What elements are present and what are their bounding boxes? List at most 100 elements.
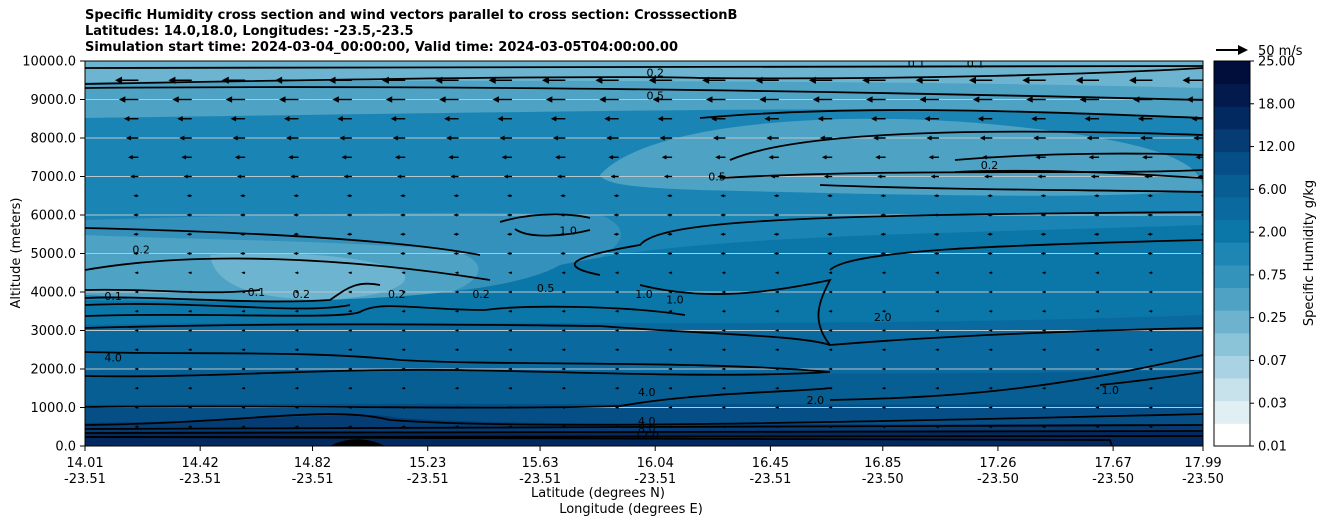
- y-tick-label: 3000.0: [31, 324, 77, 339]
- wind-vector-head: [770, 174, 775, 179]
- wind-vector-head: [666, 194, 671, 198]
- x-tick-label-lon: -23.51: [519, 472, 561, 487]
- wind-vector-head: [721, 329, 725, 332]
- wind-vector-head: [1147, 213, 1151, 217]
- wind-vector-head: [347, 271, 352, 275]
- contour-label: 0.2: [388, 288, 406, 301]
- x-axis-label-longitude: Longitude (degrees E): [559, 502, 703, 517]
- contour-label: 4.0: [104, 351, 122, 364]
- colorbar-tick-label: 0.07: [1258, 354, 1287, 369]
- wind-vector-head: [232, 135, 238, 141]
- wind-vector-head: [186, 194, 191, 198]
- wind-vector-head: [666, 232, 671, 236]
- wind-vector-head: [1041, 290, 1046, 294]
- wind-vector-head: [935, 386, 939, 390]
- wind-vector-head: [187, 386, 192, 390]
- wind-vector-head: [390, 116, 397, 122]
- wind-vector-head: [604, 116, 610, 122]
- wind-vector-head: [1040, 251, 1045, 256]
- plot-area: 0.20.50.1 0.10.50.21.00.20.1 0.1 0.2 0.2 0.2 0…: [75, 58, 1203, 446]
- humidity-fill-band: [210, 253, 406, 300]
- wind-vector-head: [123, 116, 130, 122]
- wind-vector-head: [454, 309, 459, 313]
- colorbar-frame: [1213, 60, 1251, 447]
- wind-vector-head: [606, 135, 612, 141]
- wind-vector-head: [827, 213, 831, 217]
- colorbar-band: [1214, 196, 1250, 221]
- x-tick-label-lon: -23.51: [64, 472, 106, 487]
- wind-vector-head: [293, 194, 297, 198]
- wind-vector-head: [561, 309, 565, 313]
- wind-vector-head: [1022, 76, 1030, 84]
- wind-vector-head: [75, 155, 80, 159]
- wind-vector-head: [444, 116, 450, 122]
- wind-vector-head: [241, 271, 245, 275]
- wind-vector-head: [454, 367, 459, 371]
- y-tick-label: 2000.0: [31, 363, 77, 378]
- wind-vector-head: [168, 76, 176, 84]
- wind-vector-head: [774, 290, 779, 294]
- wind-vector-head: [561, 406, 565, 409]
- wind-vector-head: [705, 96, 713, 103]
- wind-vector-head: [924, 116, 930, 122]
- wind-vector-head: [118, 96, 126, 103]
- wind-vector-head: [454, 348, 459, 352]
- contour-label: 0.2: [646, 67, 664, 80]
- wind-vector-head: [614, 329, 619, 332]
- wind-vector-head: [448, 155, 453, 160]
- wind-vector-head: [241, 386, 245, 390]
- wind-vector-head: [241, 309, 245, 313]
- wind-vector-head: [81, 271, 84, 274]
- contour-label: 1.0: [666, 294, 684, 307]
- y-axis-label: Altitude (meters): [9, 198, 24, 309]
- wind-vector-head: [346, 232, 351, 236]
- wind-vector-head: [561, 367, 565, 371]
- contour-label: 0.2: [472, 288, 490, 301]
- wind-vector-head: [823, 174, 829, 179]
- wind-vector-head: [713, 135, 719, 141]
- wind-vector-head: [293, 213, 297, 217]
- wind-vector-head: [773, 251, 778, 256]
- wind-vector-head: [179, 135, 185, 141]
- contour-label: 0.2: [132, 244, 150, 257]
- wind-vector-head: [773, 232, 778, 236]
- colorbar-band: [1214, 423, 1250, 447]
- wind-vector-head: [774, 425, 779, 429]
- wind-vector-head: [988, 367, 992, 371]
- wind-vector-head: [663, 174, 669, 179]
- wind-vector-head: [668, 271, 672, 275]
- wind-vector-head: [666, 213, 671, 217]
- wind-vector-head: [613, 232, 618, 236]
- x-tick-label-lon: -23.50: [1092, 472, 1134, 487]
- wind-vector-head: [930, 174, 935, 179]
- wind-vector-head: [133, 194, 137, 198]
- wind-vector-head: [401, 367, 405, 371]
- colorbar-tick-label: 2.00: [1258, 226, 1287, 241]
- wind-vector-head: [550, 116, 557, 122]
- wind-vector-head: [972, 96, 980, 103]
- wind-key: 50 m/s: [1216, 44, 1303, 59]
- y-tick-label: 9000.0: [31, 93, 77, 108]
- contour-label: 2.0: [874, 311, 892, 324]
- x-tick-label-lon: -23.51: [634, 472, 676, 487]
- wind-vector-head: [454, 290, 459, 294]
- wind-vector-head: [877, 174, 882, 179]
- wind-vector-head: [81, 348, 84, 351]
- wind-vector-head: [454, 386, 459, 390]
- wind-vector-head: [774, 386, 779, 390]
- wind-vector-head: [935, 329, 939, 332]
- wind-vector-head: [766, 135, 772, 141]
- wind-vector-head: [613, 194, 618, 198]
- wind-vector-head: [668, 406, 672, 409]
- wind-vector-head: [347, 367, 352, 371]
- wind-vector-head: [1093, 194, 1098, 198]
- wind-vector-head: [401, 271, 405, 275]
- wind-vector-head: [439, 96, 446, 103]
- wind-vector-head: [293, 232, 297, 236]
- wind-vector-head: [828, 406, 832, 409]
- wind-vector-head: [187, 271, 192, 275]
- wind-vector-head: [988, 406, 992, 409]
- wind-vector-head: [453, 194, 458, 198]
- colorbar-band: [1214, 83, 1250, 107]
- contour-label: 0.1: [967, 58, 985, 71]
